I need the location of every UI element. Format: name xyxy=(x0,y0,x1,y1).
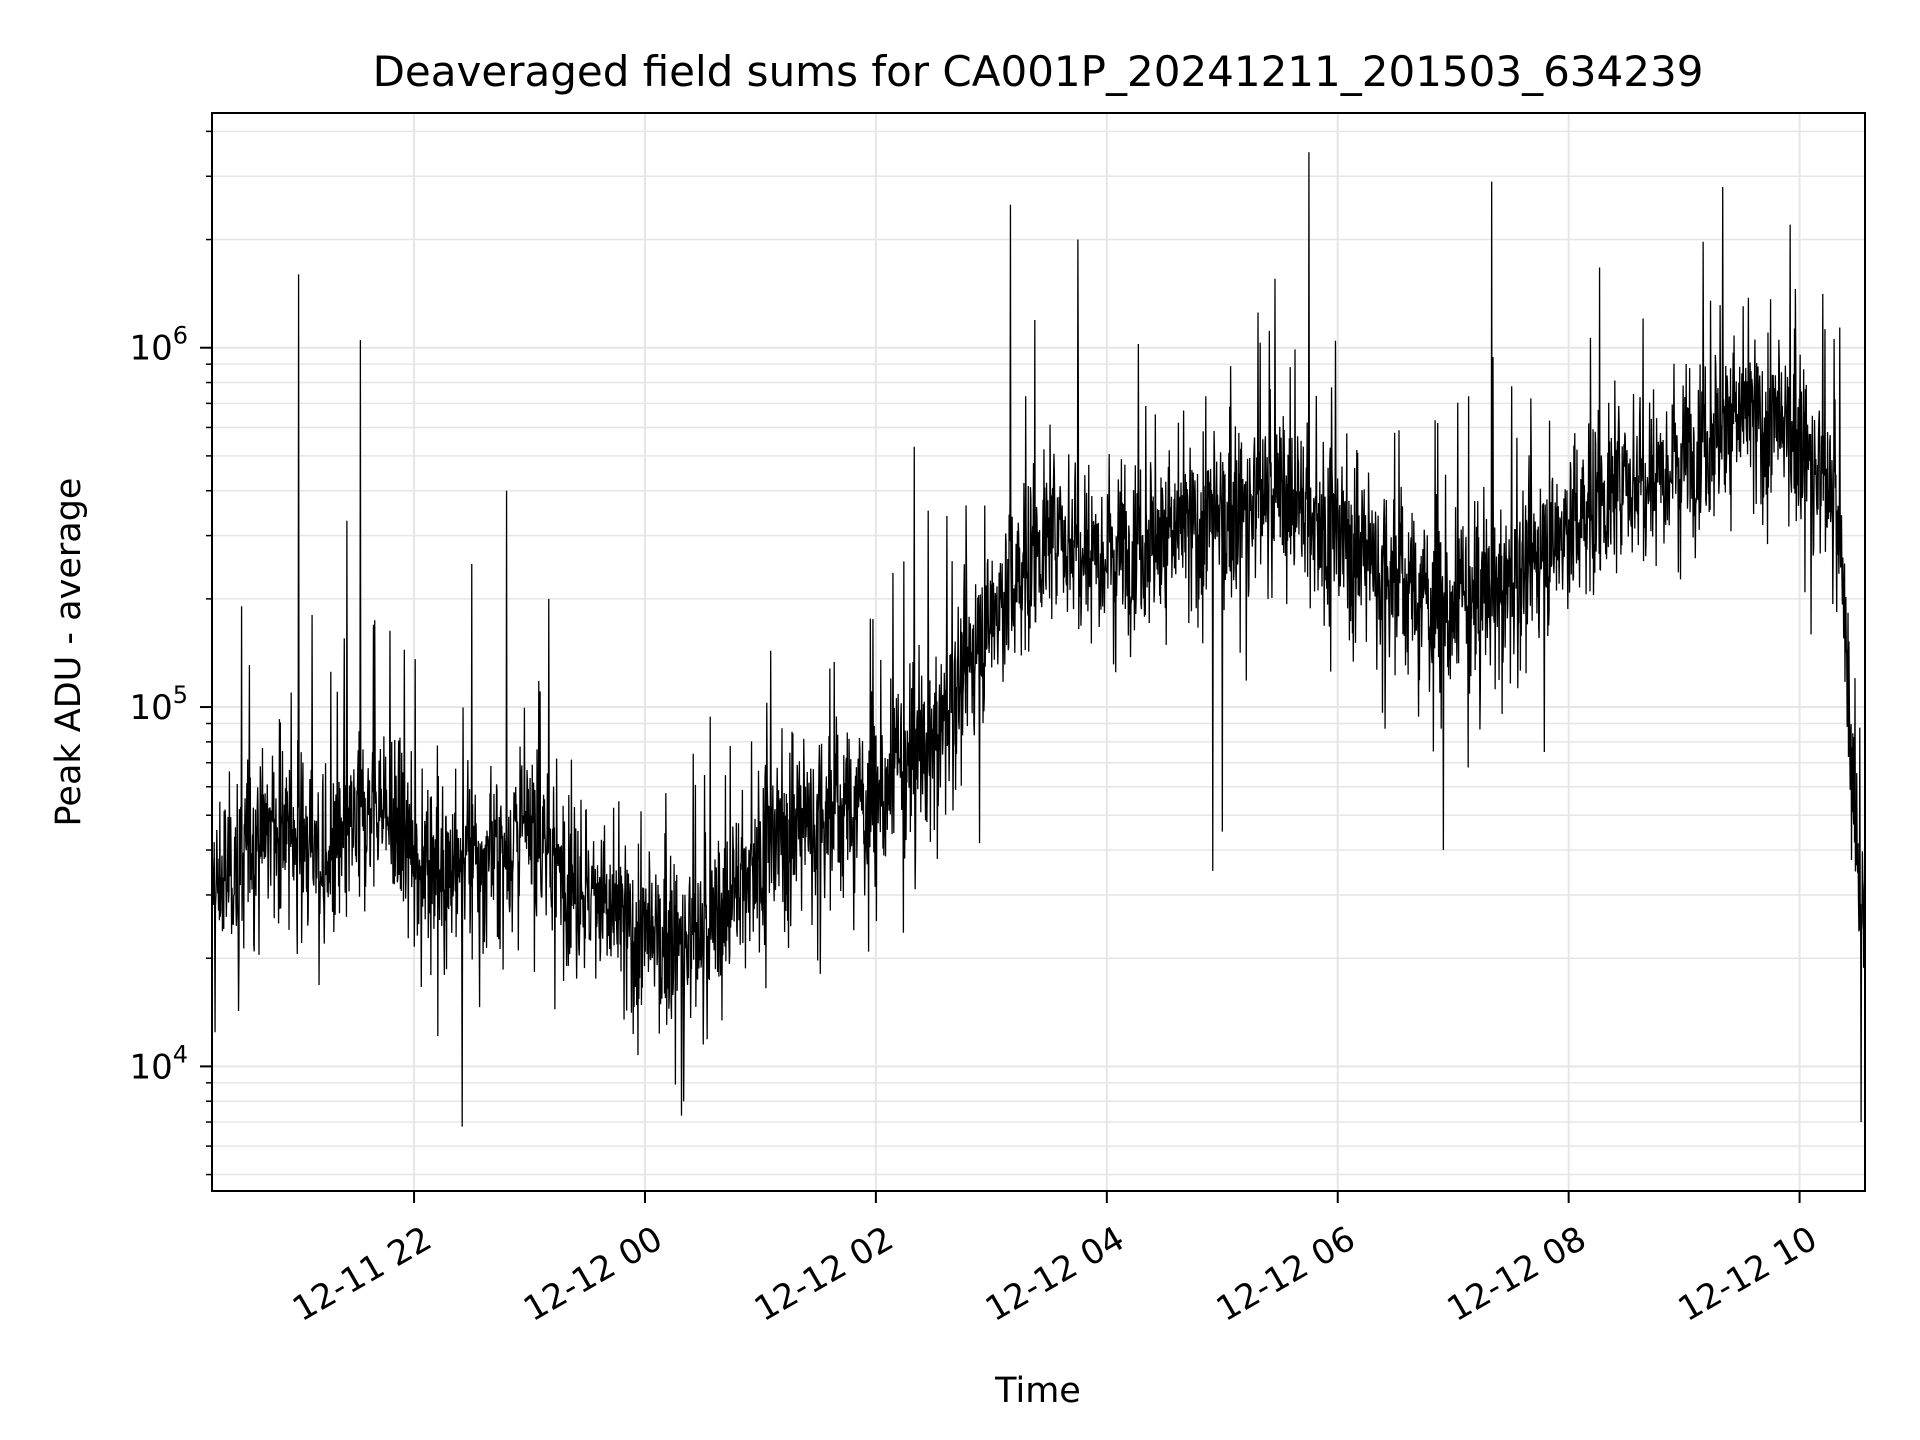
x-axis-title: Time xyxy=(994,1371,1081,1411)
grid-lines xyxy=(212,113,1865,1191)
y-tick-label: 106 xyxy=(129,322,188,369)
y-axis-title: Peak ADU - average xyxy=(49,478,89,827)
chart-title: Deaveraged field sums for CA001P_2024121… xyxy=(373,47,1704,96)
data-series-line xyxy=(212,152,1865,1127)
plot-frame xyxy=(211,112,1866,1192)
y-tick-label: 105 xyxy=(129,681,188,728)
plot-area xyxy=(212,152,1865,1127)
y-axis-ticks: 104 105 106 xyxy=(129,130,212,1176)
y-tick-label: 104 xyxy=(129,1040,188,1087)
